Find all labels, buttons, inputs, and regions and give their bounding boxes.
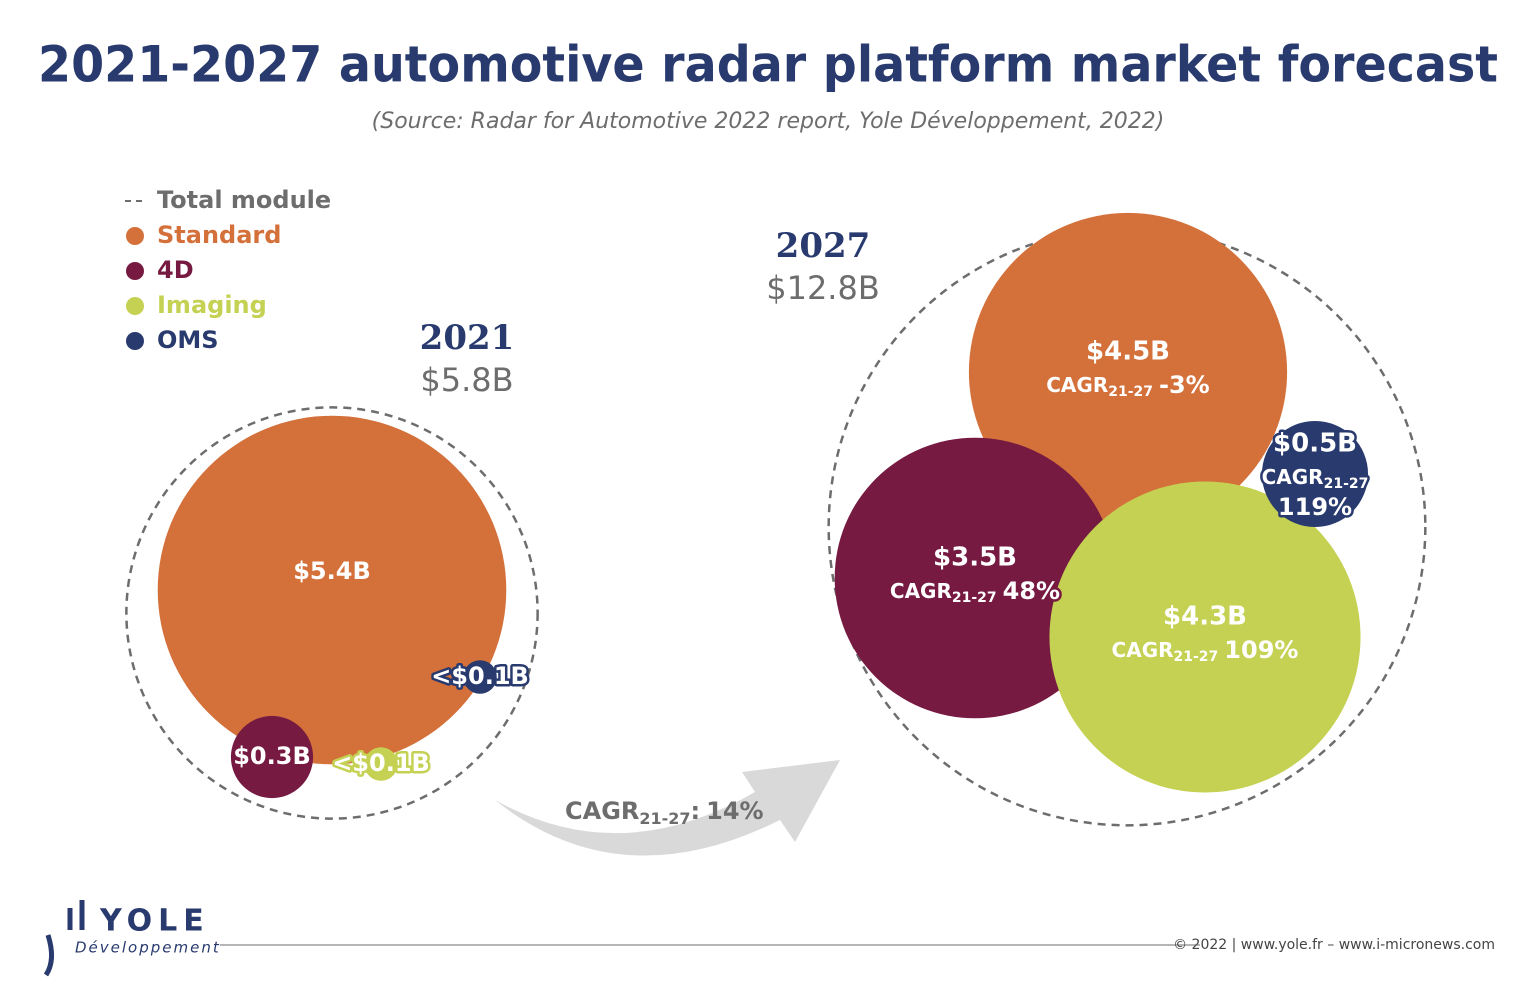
total-label: $5.8B (420, 361, 513, 399)
cagr-prefix: CAGR (1112, 638, 1174, 662)
legend-label: Standard (157, 221, 281, 249)
value-label: $4.3B (1163, 602, 1247, 632)
bubble (1049, 481, 1361, 793)
cagr-label: CAGR21-27 -3% (1046, 371, 1209, 400)
cagr-value: 14% (706, 797, 763, 825)
cagr-prefix: CAGR (565, 797, 639, 825)
value-label: $0.3B (233, 742, 311, 770)
legend-label: Total module (157, 186, 331, 214)
overall-cagr: CAGR21-27: 14% (565, 797, 764, 828)
copyright: © 2022 | www.yole.fr – www.i-micronews.c… (1173, 937, 1495, 953)
bubble (1261, 420, 1369, 528)
bubble (157, 415, 507, 765)
cagr-value: 119% (1278, 493, 1352, 521)
value-label: $3.5B (933, 543, 1017, 573)
subtitle: (Source: Radar for Automotive 2022 repor… (372, 109, 1165, 134)
bubble (968, 212, 1288, 532)
cagr-value: 48% (1003, 577, 1060, 605)
total-bubble (125, 406, 539, 820)
growth-arrow (495, 760, 840, 856)
bubble (230, 715, 314, 799)
bubble (834, 437, 1116, 719)
logo-sub: Développement (75, 939, 221, 957)
cagr-period: 21-27 (952, 590, 997, 606)
cagr-prefix: CAGR (1262, 465, 1324, 489)
legend-dot (126, 297, 144, 315)
cagr-prefix: CAGR (890, 579, 952, 603)
cagr-period: 21-27 (1174, 649, 1219, 665)
cagr-value: 109% (1224, 636, 1298, 664)
bubble (364, 747, 398, 781)
legend-label: 4D (157, 256, 194, 284)
cagr-value: -3% (1159, 371, 1210, 399)
value-label: <$0.1B (332, 749, 430, 777)
value-label: $5.4B (293, 557, 371, 585)
cagr-period: 21-27 (639, 809, 690, 828)
legend-label: Imaging (157, 291, 267, 319)
value-label: $4.5B (1086, 337, 1170, 367)
cagr-label: CAGR21-27 109% (1112, 636, 1299, 665)
legend-dot (126, 227, 144, 245)
value-label: $0.5B (1273, 429, 1357, 459)
year-label: 2021 (420, 318, 515, 358)
cagr-period: 21-27 (1324, 476, 1369, 492)
value-label: <$0.1B (431, 662, 529, 690)
legend-dot (126, 262, 144, 280)
cagr-label: CAGR21-27 48% (890, 577, 1060, 606)
legend-dot (126, 332, 144, 350)
cagr-label: CAGR21-27 (1262, 465, 1369, 493)
year-label: 2027 (776, 226, 871, 266)
total-label: $12.8B (766, 269, 880, 307)
cagr-period: 21-27 (1108, 384, 1153, 400)
logo-mark (43, 900, 85, 977)
logo: YOLE (99, 904, 210, 939)
bubble (463, 660, 497, 694)
cagr-separator: : (691, 797, 701, 825)
legend-label: OMS (157, 326, 219, 354)
cagr-prefix: CAGR (1046, 373, 1108, 397)
title: 2021-2027 automotive radar platform mark… (38, 36, 1498, 94)
